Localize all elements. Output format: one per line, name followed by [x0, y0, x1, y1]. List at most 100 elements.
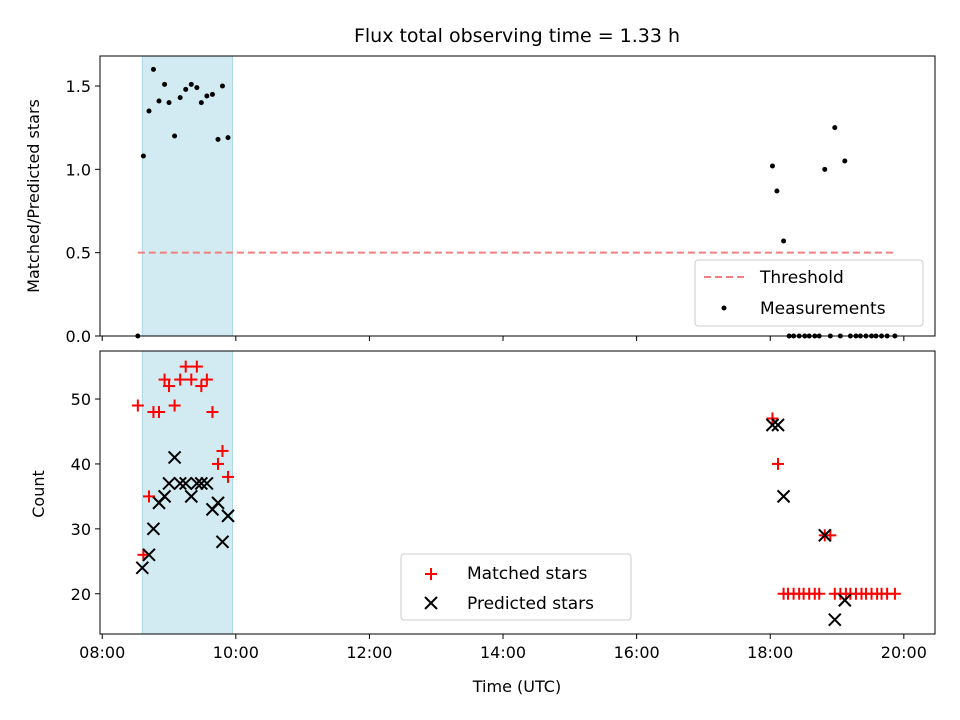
p2-ytick-label: 30 [71, 520, 91, 539]
predicted-star-marker [818, 528, 832, 543]
measurement-point [194, 85, 200, 91]
measurement-point [781, 238, 787, 244]
marker-stroke [135, 561, 150, 575]
marker-stroke [167, 450, 182, 465]
measurement-point [146, 108, 152, 114]
measurement-point [166, 100, 172, 106]
marker-stroke [157, 489, 172, 504]
matched-star-marker [163, 380, 176, 393]
predicted-star-marker [194, 476, 209, 491]
marker-stroke [221, 509, 235, 523]
measurement-point [140, 153, 146, 159]
marker-stroke [765, 418, 780, 432]
legend-predicted-swatch [424, 596, 438, 610]
p1-y-ticks: 0.0 0.5 1.0 1.5 [66, 77, 100, 346]
predicted-star-marker [157, 489, 172, 504]
matched-star-marker [168, 399, 181, 412]
predicted-star-marker [135, 561, 150, 575]
predicted-star-marker [142, 548, 156, 562]
x-axis-label: Time (UTC) [472, 677, 561, 696]
xtick-label: 14:00 [480, 643, 526, 662]
matched-star-marker [222, 470, 235, 483]
measurement-point [832, 125, 838, 131]
measurement-point [842, 158, 848, 164]
measurement-point [769, 163, 775, 169]
marker-stroke [215, 535, 230, 549]
legend-predicted-label: Predicted stars [467, 594, 594, 614]
matched-star-marker [174, 373, 187, 386]
predicted-star-marker [200, 476, 214, 491]
marker-stroke [142, 548, 156, 562]
xtick-label: 20:00 [881, 643, 927, 662]
predicted-star-marker [765, 418, 780, 432]
p1-ytick-label: 1.5 [66, 77, 91, 96]
marker-stroke [818, 528, 832, 543]
measurement-point [209, 91, 215, 97]
marker-stroke [211, 496, 225, 510]
matched-star-marker [179, 360, 192, 373]
marker-stroke [190, 476, 204, 491]
p1-axes-frame [99, 55, 936, 337]
p1-y-axis-label: Matched/Predicted stars [24, 99, 43, 293]
matched-star-marker [158, 373, 171, 386]
panel-count: 20 30 40 50 08:00 10:00 12:00 14:00 16:00 18:00 2… [29, 350, 936, 696]
matched-star-marker [216, 444, 229, 457]
p2-x-ticks: 08:00 10:00 12:00 14:00 16:00 18:00 20:00 [79, 634, 927, 662]
matched-star-marker [206, 406, 219, 419]
predicted-star-marker [146, 522, 161, 536]
xtick-label: 16:00 [614, 643, 660, 662]
matched-star-marker [137, 548, 150, 561]
measurement-point [219, 83, 225, 89]
measurement-point [215, 136, 221, 142]
p2-count-points [131, 360, 901, 627]
matched-star-marker [766, 412, 779, 425]
p1-span-rect [141, 55, 233, 337]
predicted-star-marker [828, 613, 842, 627]
predicted-star-marker [771, 418, 785, 432]
measurement-point [150, 66, 156, 72]
measurement-point [172, 133, 178, 139]
matched-star-marker [813, 587, 826, 600]
predicted-star-marker [838, 593, 852, 607]
marker-stroke [146, 522, 161, 536]
marker-stroke [828, 613, 842, 627]
matched-star-marker [888, 587, 901, 600]
p1-ytick-label: 0.0 [66, 327, 91, 346]
measurement-point [183, 86, 189, 92]
panel-ratio: 0.0 0.5 1.0 1.5 Matched/Predicted stars Thr… [24, 55, 936, 346]
matched-star-marker [212, 457, 225, 470]
legend-measurements-swatch [721, 305, 727, 311]
matched-star-marker [185, 373, 198, 386]
xtick-label: 18:00 [747, 643, 793, 662]
predicted-star-marker [190, 476, 204, 491]
p2-legend-box [400, 553, 632, 621]
marker-stroke [179, 476, 193, 491]
matched-star-marker [195, 380, 208, 393]
measurement-point [198, 100, 204, 106]
matched-star-marker [153, 406, 166, 419]
marker-stroke [173, 476, 187, 491]
marker-stroke [771, 418, 785, 432]
predicted-star-marker [167, 450, 182, 465]
marker-stroke [838, 593, 852, 607]
matched-star-marker [190, 360, 203, 373]
xtick-label: 10:00 [213, 643, 259, 662]
measurement-point [162, 81, 168, 87]
xtick-label: 12:00 [346, 643, 392, 662]
p2-axes-frame [99, 350, 936, 635]
predicted-star-marker [215, 535, 230, 549]
measurement-point [177, 95, 183, 101]
p1-ytick-label: 0.5 [66, 244, 91, 263]
p2-ytick-label: 50 [71, 390, 91, 409]
marker-stroke [184, 489, 199, 504]
p2-ytick-label: 20 [71, 585, 91, 604]
matched-star-marker [142, 490, 155, 503]
predicted-star-marker [162, 476, 176, 491]
marker-stroke [776, 489, 791, 504]
marker-stroke [162, 476, 176, 491]
xtick-label: 08:00 [79, 643, 125, 662]
p1-ytick-label: 1.0 [66, 160, 91, 179]
p1-x-ticks [101, 336, 905, 341]
p1-legend-box [694, 259, 924, 327]
